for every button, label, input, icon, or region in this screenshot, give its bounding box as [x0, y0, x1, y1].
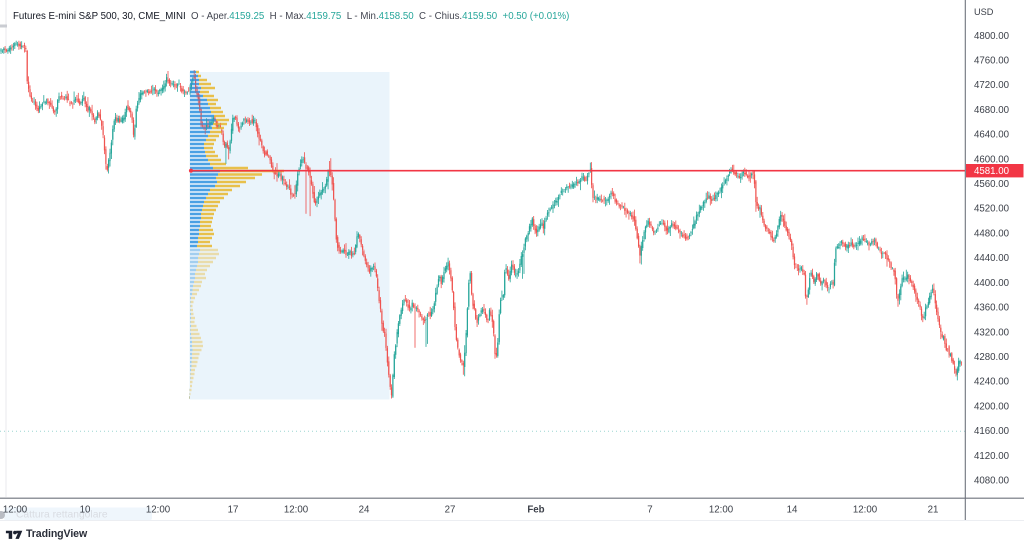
svg-text:27: 27 [445, 504, 456, 515]
svg-text:4680.00: 4680.00 [974, 105, 1010, 116]
svg-text:10: 10 [80, 504, 91, 515]
svg-text:TradingView: TradingView [26, 528, 88, 540]
svg-text:Cattura rettangolare: Cattura rettangolare [16, 510, 108, 521]
svg-text:12:00: 12:00 [3, 504, 28, 515]
svg-text:4360.00: 4360.00 [974, 303, 1010, 314]
svg-text:4760.00: 4760.00 [974, 56, 1010, 67]
svg-text:4240.00: 4240.00 [974, 377, 1010, 388]
svg-text:4160.00: 4160.00 [974, 426, 1010, 437]
svg-text:4640.00: 4640.00 [974, 130, 1010, 141]
svg-text:12:00: 12:00 [284, 504, 309, 515]
svg-text:17: 17 [228, 504, 239, 515]
svg-text:12:00: 12:00 [853, 504, 878, 515]
svg-text:4520.00: 4520.00 [974, 204, 1010, 215]
svg-text:4600.00: 4600.00 [974, 154, 1010, 165]
svg-text:4581.00: 4581.00 [974, 166, 1010, 177]
svg-text:4400.00: 4400.00 [974, 278, 1010, 289]
svg-text:4120.00: 4120.00 [974, 451, 1010, 462]
svg-text:4560.00: 4560.00 [974, 179, 1010, 190]
svg-text:Feb: Feb [527, 504, 544, 515]
svg-text:24: 24 [359, 504, 370, 515]
svg-text:12:00: 12:00 [709, 504, 734, 515]
svg-text:4800.00: 4800.00 [974, 31, 1010, 42]
svg-text:4280.00: 4280.00 [974, 352, 1010, 363]
svg-text:14: 14 [787, 504, 798, 515]
svg-text:USD: USD [974, 7, 994, 17]
svg-text:21: 21 [928, 504, 939, 515]
svg-text:4440.00: 4440.00 [974, 253, 1010, 264]
svg-text:4320.00: 4320.00 [974, 327, 1010, 338]
svg-text:4720.00: 4720.00 [974, 80, 1010, 91]
svg-text:4080.00: 4080.00 [974, 476, 1010, 487]
svg-text:7: 7 [647, 504, 652, 515]
svg-text:4200.00: 4200.00 [974, 401, 1010, 412]
svg-text:4480.00: 4480.00 [974, 228, 1010, 239]
svg-text:12:00: 12:00 [146, 504, 171, 515]
